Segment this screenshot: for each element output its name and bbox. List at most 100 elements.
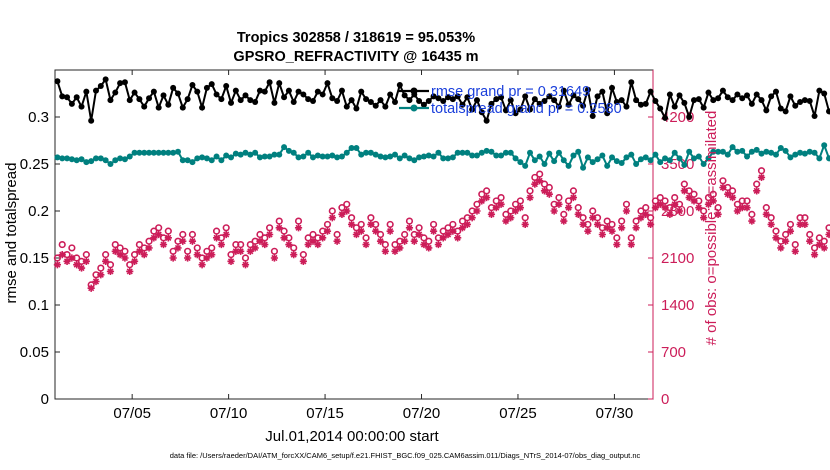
obs-assimilated-marker — [642, 210, 650, 218]
obs-assimilated-marker — [410, 237, 418, 245]
data-point — [589, 159, 596, 166]
series-obs-possible — [53, 167, 830, 289]
data-point — [671, 149, 678, 156]
data-point — [150, 88, 157, 95]
obs-possible-marker — [449, 220, 457, 229]
obs-assimilated-marker — [791, 247, 799, 255]
x-tick-label: 07/25 — [499, 405, 537, 422]
data-point — [353, 145, 360, 152]
obs-assimilated-marker — [169, 254, 177, 262]
obs-assimilated-marker — [815, 240, 823, 249]
data-point — [319, 91, 326, 98]
obs-possible-marker — [362, 234, 370, 242]
obs-assimilated-marker — [507, 214, 515, 222]
data-point — [146, 149, 153, 156]
obs-possible-marker — [642, 204, 650, 212]
obs-possible-marker — [357, 220, 365, 229]
obs-assimilated-marker — [444, 230, 452, 239]
y-axis-left: 0 0.05 0.1 0.15 0.2 0.25 0.3 — [20, 109, 60, 408]
data-point — [527, 149, 534, 156]
obs-assimilated-marker — [429, 227, 438, 235]
data-point — [599, 152, 606, 159]
data-point — [208, 81, 215, 88]
data-point — [488, 148, 495, 155]
obs-assimilated-marker — [463, 220, 471, 229]
obs-assimilated-marker — [651, 204, 660, 212]
data-point — [194, 88, 201, 95]
data-point — [478, 109, 485, 116]
data-point — [367, 98, 374, 105]
data-point — [652, 151, 659, 158]
data-point — [580, 102, 587, 109]
obs-possible-marker — [135, 240, 143, 249]
obs-assimilated-marker — [237, 247, 245, 255]
data-point — [536, 100, 543, 107]
data-point — [155, 104, 162, 111]
data-point — [425, 98, 432, 105]
obs-assimilated-marker — [618, 224, 626, 232]
data-point — [92, 87, 99, 94]
obs-assimilated-marker — [372, 227, 380, 235]
data-point — [647, 88, 654, 95]
y-left-tick-label: 0.15 — [20, 250, 49, 267]
obs-assimilated-marker — [622, 207, 631, 215]
data-point — [792, 151, 799, 158]
data-point — [454, 149, 461, 156]
data-point — [324, 153, 331, 160]
data-point — [121, 79, 128, 86]
data-point — [420, 153, 427, 160]
obs-assimilated-marker — [193, 251, 201, 259]
obs-possible-marker — [521, 214, 529, 222]
obs-assimilated-marker — [434, 240, 442, 249]
data-point — [445, 155, 452, 162]
data-point — [483, 147, 490, 154]
obs-possible-marker — [569, 187, 578, 195]
obs-assimilated-marker — [53, 261, 62, 269]
data-point — [744, 92, 751, 99]
y-left-tick-label: 0.1 — [28, 297, 49, 314]
data-point — [387, 153, 394, 160]
data-point — [213, 91, 220, 98]
obs-assimilated-marker — [227, 257, 235, 265]
data-point — [420, 101, 427, 108]
obs-assimilated-marker — [280, 234, 288, 242]
data-point — [146, 95, 153, 102]
data-point — [271, 99, 278, 106]
data-point — [546, 150, 553, 157]
data-point — [700, 161, 707, 167]
data-point — [228, 99, 235, 106]
data-point — [358, 151, 365, 158]
data-point — [54, 78, 61, 85]
obs-assimilated-marker — [449, 227, 457, 235]
data-file-footer: data file: /Users/raeder/DAI/ATM_forcXX/… — [170, 451, 641, 460]
data-point — [64, 94, 71, 101]
obs-assimilated-marker — [376, 237, 385, 245]
data-point — [102, 157, 109, 164]
data-point — [826, 155, 830, 162]
data-point — [203, 84, 210, 91]
data-point — [281, 144, 288, 151]
data-point — [507, 149, 514, 156]
data-point — [78, 156, 85, 163]
obs-assimilated-marker — [593, 220, 602, 229]
data-point — [797, 98, 804, 105]
obs-possible-marker — [632, 217, 640, 225]
x-axis: 07/05 07/10 07/15 07/20 07/25 07/30 — [113, 70, 633, 422]
obs-assimilated-marker — [753, 187, 761, 195]
data-point — [517, 159, 524, 166]
data-point — [88, 158, 95, 165]
obs-assimilated-marker — [637, 214, 645, 222]
data-point — [174, 90, 181, 97]
data-point — [628, 79, 635, 86]
data-point — [136, 96, 143, 103]
obs-assimilated-marker — [179, 237, 187, 245]
obs-possible-marker — [184, 247, 192, 255]
obs-assimilated-marker — [425, 244, 433, 252]
obs-possible-marker — [618, 217, 626, 225]
obs-possible-marker — [458, 217, 467, 225]
obs-possible-marker — [748, 210, 756, 218]
data-point — [189, 159, 196, 166]
data-point — [459, 149, 466, 156]
obs-assimilated-marker — [468, 214, 476, 222]
obs-possible-marker — [627, 234, 635, 242]
